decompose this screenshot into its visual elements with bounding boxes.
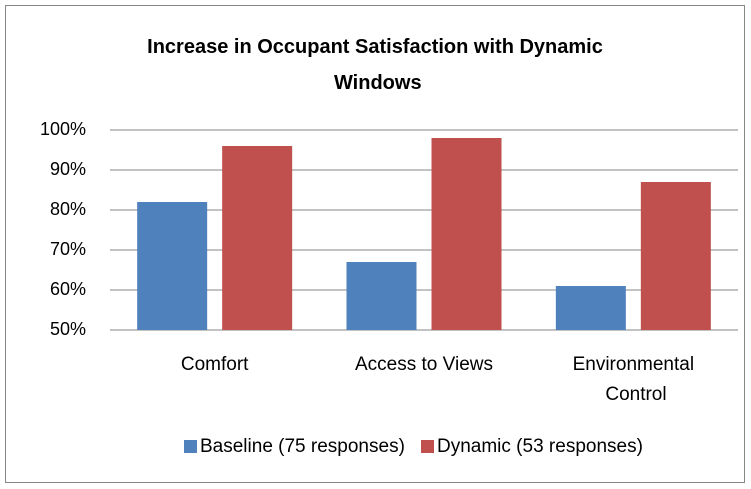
x-tick-label: Access to Views [355, 354, 493, 375]
legend-label: Baseline (75 responses) [200, 436, 405, 457]
bar [555, 286, 626, 330]
bar [431, 138, 502, 330]
y-tick-label: 80% [50, 199, 86, 219]
x-tick-label: Environmental Control [573, 354, 694, 405]
y-tick-label: 50% [50, 319, 86, 339]
chart-border [5, 5, 745, 483]
bar [222, 146, 293, 330]
y-tick-label: 90% [50, 159, 86, 179]
legend-label: Dynamic (53 responses) [437, 436, 643, 457]
y-tick-label: 60% [50, 279, 86, 299]
bar [640, 182, 711, 330]
bar [346, 262, 417, 330]
chart-title: Increase in Occupant Satisfaction with D… [147, 36, 603, 94]
legend-swatch [421, 440, 434, 453]
y-tick-label: 70% [50, 239, 86, 259]
y-tick-label: 100% [40, 119, 86, 139]
bar [137, 202, 208, 330]
x-tick-label: Comfort [181, 354, 249, 375]
legend-swatch [184, 440, 197, 453]
